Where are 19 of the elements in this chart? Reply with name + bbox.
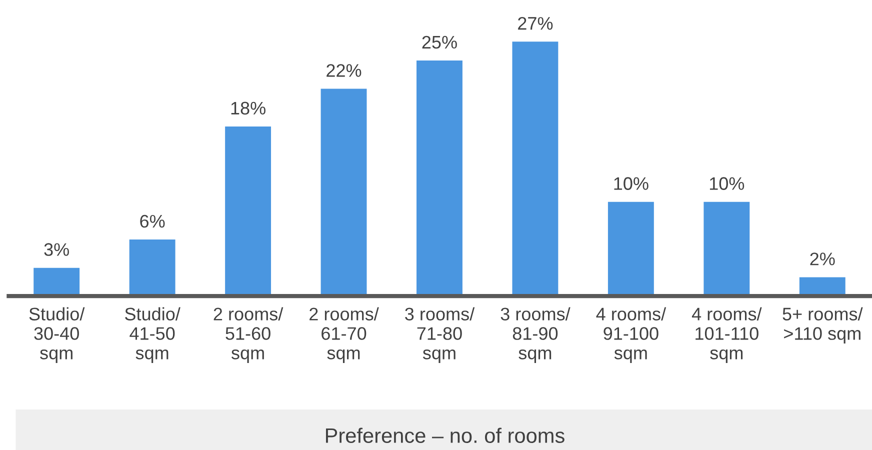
data-label: 6% [140,214,165,228]
data-label: 10% [614,177,648,190]
data-label: 2% [810,252,835,266]
x-tick-label: 3 rooms/ 81-90 sqm [500,307,570,363]
data-label: 18% [231,102,266,115]
data-label: 10% [710,177,744,190]
x-tick-label: 2 rooms/ 51-60 sqm [214,307,284,363]
x-tick-label: 4 rooms/ 91-100 sqm [596,307,666,363]
x-tick-label: Studio/ 30-40 sqm [29,307,85,363]
data-label: 3% [44,243,69,256]
data-label: 27% [518,16,553,30]
x-tick-label: 2 rooms/ 61-70 sqm [310,307,379,363]
x-axis-title: Preference – no. of rooms [326,428,564,443]
x-tick-label: 5+ rooms/ >110 sqm [782,307,863,344]
x-tick-label: 3 rooms/ 71-80 sqm [405,307,475,363]
x-tick-label: 4 rooms/ 101-110 sqm [692,307,762,363]
data-label: 22% [326,64,362,77]
data-label: 25% [422,36,457,49]
x-tick-label: Studio/ 41-50 sqm [125,307,180,363]
